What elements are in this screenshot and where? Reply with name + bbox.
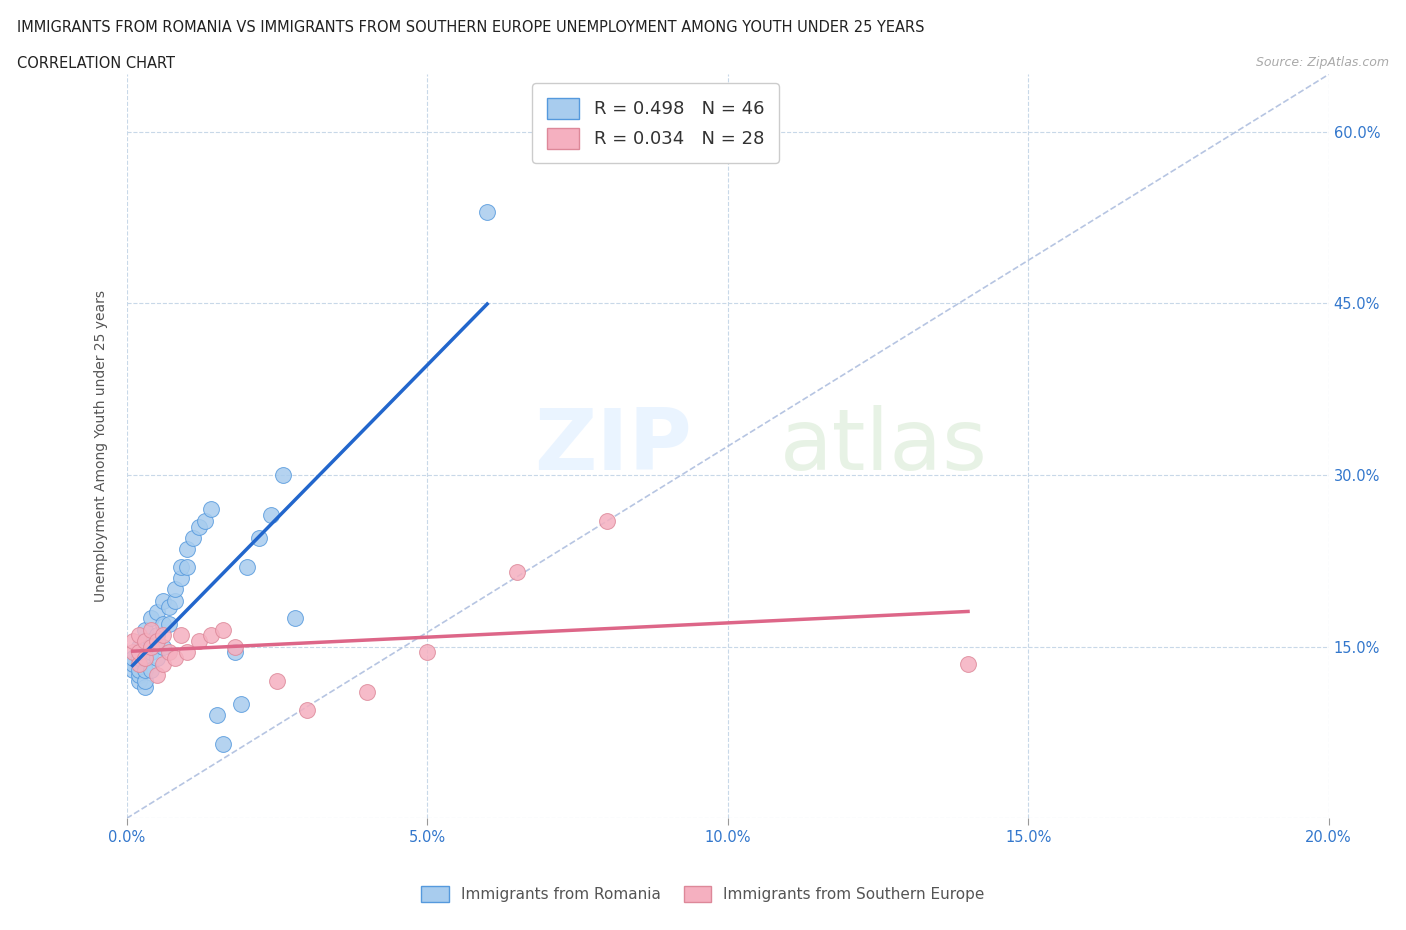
- Point: [211, 737, 233, 751]
- Point: [247, 530, 270, 545]
- Point: [956, 657, 979, 671]
- Point: [229, 697, 252, 711]
- Point: [145, 604, 167, 619]
- Text: IMMIGRANTS FROM ROMANIA VS IMMIGRANTS FROM SOUTHERN EUROPE UNEMPLOYMENT AMONG YO: IMMIGRANTS FROM ROMANIA VS IMMIGRANTS FR…: [17, 20, 924, 35]
- Text: CORRELATION CHART: CORRELATION CHART: [17, 56, 174, 71]
- Point: [152, 617, 174, 631]
- Point: [163, 651, 186, 666]
- Point: [260, 508, 283, 523]
- Point: [416, 645, 439, 660]
- Point: [235, 559, 259, 574]
- Point: [266, 673, 288, 688]
- Point: [139, 622, 162, 637]
- Point: [128, 657, 150, 671]
- Point: [169, 559, 191, 574]
- Point: [157, 645, 180, 660]
- Point: [145, 628, 167, 643]
- Point: [121, 645, 143, 660]
- Point: [200, 628, 222, 643]
- Point: [163, 582, 186, 597]
- Point: [596, 513, 619, 528]
- Point: [200, 502, 222, 517]
- Point: [134, 633, 156, 648]
- Point: [139, 645, 162, 660]
- Point: [121, 657, 143, 671]
- Point: [157, 617, 180, 631]
- Point: [121, 633, 143, 648]
- Point: [121, 651, 143, 666]
- Point: [145, 668, 167, 683]
- Point: [139, 611, 162, 626]
- Text: Source: ZipAtlas.com: Source: ZipAtlas.com: [1256, 56, 1389, 69]
- Point: [128, 651, 150, 666]
- Point: [157, 599, 180, 614]
- Point: [169, 628, 191, 643]
- Point: [134, 622, 156, 637]
- Point: [134, 679, 156, 694]
- Point: [134, 651, 156, 666]
- Point: [506, 565, 529, 579]
- Point: [187, 633, 209, 648]
- Point: [128, 628, 150, 643]
- Point: [128, 639, 150, 654]
- Point: [224, 645, 246, 660]
- Point: [224, 639, 246, 654]
- Point: [152, 628, 174, 643]
- Point: [134, 651, 156, 666]
- Point: [169, 571, 191, 586]
- Point: [194, 513, 217, 528]
- Point: [475, 205, 498, 219]
- Point: [271, 468, 294, 483]
- Point: [134, 673, 156, 688]
- Point: [181, 530, 204, 545]
- Point: [121, 662, 143, 677]
- Point: [139, 639, 162, 654]
- Point: [176, 542, 198, 557]
- Point: [128, 673, 150, 688]
- Point: [152, 639, 174, 654]
- Point: [356, 685, 378, 700]
- Legend: R = 0.498   N = 46, R = 0.034   N = 28: R = 0.498 N = 46, R = 0.034 N = 28: [533, 84, 779, 163]
- Point: [128, 668, 150, 683]
- Text: atlas: atlas: [780, 405, 988, 488]
- Point: [139, 662, 162, 677]
- Point: [134, 662, 156, 677]
- Point: [187, 519, 209, 534]
- Point: [176, 645, 198, 660]
- Point: [128, 645, 150, 660]
- Text: ZIP: ZIP: [534, 405, 692, 488]
- Legend: Immigrants from Romania, Immigrants from Southern Europe: Immigrants from Romania, Immigrants from…: [415, 880, 991, 909]
- Point: [152, 593, 174, 608]
- Point: [284, 611, 307, 626]
- Point: [211, 622, 233, 637]
- Point: [134, 633, 156, 648]
- Point: [295, 702, 318, 717]
- Point: [163, 593, 186, 608]
- Point: [145, 651, 167, 666]
- Point: [152, 657, 174, 671]
- Point: [205, 708, 228, 723]
- Point: [139, 633, 162, 648]
- Y-axis label: Unemployment Among Youth under 25 years: Unemployment Among Youth under 25 years: [94, 290, 108, 603]
- Point: [128, 662, 150, 677]
- Point: [145, 633, 167, 648]
- Point: [176, 559, 198, 574]
